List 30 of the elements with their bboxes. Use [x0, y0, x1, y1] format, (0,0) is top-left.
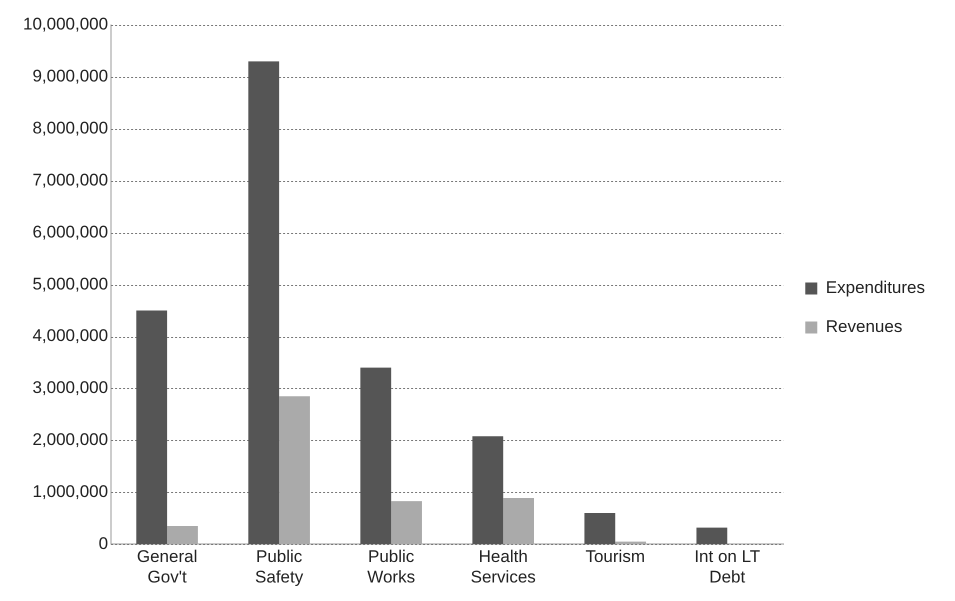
- x-tick-label: Public Safety: [255, 547, 304, 586]
- x-tick-label: Public Works: [367, 547, 416, 586]
- y-tick-label: 2,000,000: [32, 430, 108, 450]
- y-tick-label: 6,000,000: [32, 222, 108, 242]
- bar: [136, 310, 168, 544]
- y-tick-label: 7,000,000: [32, 170, 108, 190]
- legend-label: Expenditures: [826, 278, 926, 298]
- y-tick-label: 4,000,000: [32, 326, 108, 346]
- x-tick-label: Int on LT Debt: [694, 547, 760, 586]
- bar: [279, 396, 310, 544]
- y-tick-label: 8,000,000: [32, 118, 108, 138]
- y-tick-label: 3,000,000: [32, 378, 108, 398]
- bar: [615, 542, 646, 544]
- legend-label: Revenues: [826, 317, 902, 336]
- bar: [167, 526, 198, 544]
- bar: [696, 528, 728, 544]
- x-tick-label: Health Services: [470, 547, 536, 586]
- bar: [503, 498, 534, 544]
- bar: [584, 513, 616, 544]
- y-tick-label: 9,000,000: [32, 66, 108, 86]
- bar: [391, 501, 422, 544]
- y-tick-label: 0: [98, 534, 108, 553]
- bar: [472, 436, 504, 544]
- bar: [360, 368, 392, 544]
- y-tick-label: 10,000,000: [22, 14, 108, 34]
- x-tick-label: Tourism: [585, 547, 645, 566]
- bar: [248, 61, 280, 544]
- x-tick-label: General Gov't: [136, 547, 198, 586]
- y-tick-label: 1,000,000: [32, 482, 108, 501]
- y-tick-label: 5,000,000: [32, 274, 108, 294]
